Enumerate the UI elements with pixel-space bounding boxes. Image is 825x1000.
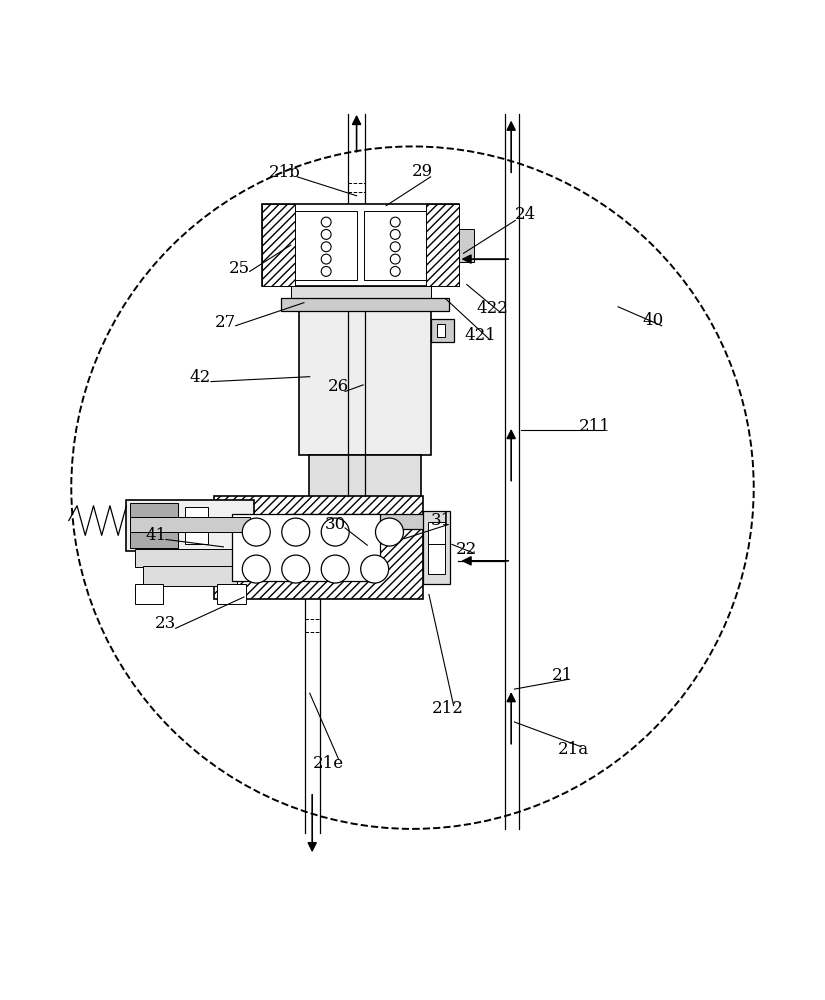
Circle shape — [243, 555, 271, 583]
Text: 21b: 21b — [269, 164, 301, 181]
Bar — [281, 298, 449, 311]
Circle shape — [390, 254, 400, 264]
Circle shape — [361, 555, 389, 583]
Bar — [427, 204, 460, 286]
Circle shape — [282, 555, 309, 583]
Bar — [364, 211, 427, 280]
Bar — [130, 517, 250, 532]
Bar — [437, 324, 446, 337]
Text: 212: 212 — [432, 700, 464, 717]
Bar — [348, 299, 381, 311]
Bar — [299, 311, 431, 455]
Bar — [217, 584, 246, 604]
Text: 24: 24 — [515, 206, 535, 223]
Bar — [185, 507, 208, 544]
Bar — [460, 229, 474, 262]
Bar — [431, 319, 454, 342]
Text: 42: 42 — [190, 369, 211, 386]
Bar — [309, 455, 421, 516]
Circle shape — [321, 229, 331, 239]
Text: 30: 30 — [324, 516, 346, 533]
Bar — [262, 204, 295, 286]
Text: 31: 31 — [431, 512, 452, 529]
Circle shape — [321, 518, 349, 546]
Text: 40: 40 — [643, 312, 664, 329]
Text: 421: 421 — [464, 327, 496, 344]
Text: 41: 41 — [145, 527, 167, 544]
Circle shape — [375, 518, 403, 546]
Circle shape — [321, 266, 331, 276]
Bar — [130, 503, 178, 548]
Circle shape — [282, 518, 309, 546]
Bar — [262, 204, 460, 286]
Bar — [423, 511, 450, 584]
Text: 422: 422 — [476, 300, 508, 317]
Bar — [232, 514, 380, 581]
Circle shape — [321, 217, 331, 227]
Circle shape — [243, 518, 271, 546]
Bar — [428, 541, 445, 574]
Circle shape — [321, 254, 331, 264]
Text: 211: 211 — [579, 418, 611, 435]
Bar — [285, 514, 446, 529]
Circle shape — [390, 229, 400, 239]
Bar — [134, 549, 246, 567]
Circle shape — [390, 242, 400, 252]
Text: 22: 22 — [455, 541, 477, 558]
Text: 29: 29 — [412, 163, 433, 180]
Text: 26: 26 — [328, 378, 349, 395]
Bar — [295, 211, 357, 280]
Bar — [428, 522, 445, 544]
Circle shape — [321, 242, 331, 252]
Bar — [290, 286, 431, 301]
Text: 25: 25 — [229, 260, 251, 277]
Text: 21: 21 — [552, 667, 573, 684]
Text: 27: 27 — [214, 314, 236, 331]
Text: 21e: 21e — [313, 755, 344, 772]
Bar — [214, 496, 423, 599]
Circle shape — [390, 217, 400, 227]
Text: 23: 23 — [155, 615, 177, 632]
Bar — [126, 500, 254, 551]
Bar — [315, 299, 348, 311]
Text: 21a: 21a — [558, 741, 589, 758]
Circle shape — [390, 266, 400, 276]
Bar — [134, 584, 163, 604]
Bar — [143, 566, 238, 586]
Circle shape — [321, 555, 349, 583]
